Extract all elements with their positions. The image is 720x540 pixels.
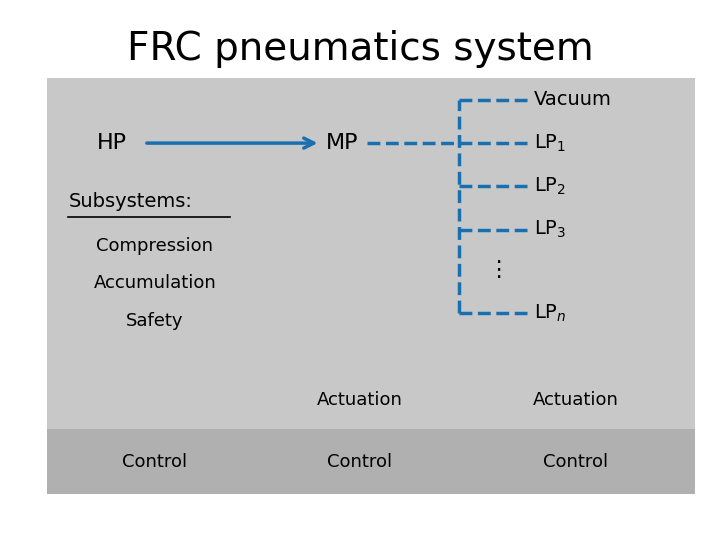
Text: Compression: Compression xyxy=(96,237,213,255)
Text: LP$_n$: LP$_n$ xyxy=(534,302,567,324)
Text: Subsystems:: Subsystems: xyxy=(68,192,192,211)
Text: LP$_1$: LP$_1$ xyxy=(534,132,567,154)
Text: FRC pneumatics system: FRC pneumatics system xyxy=(127,30,593,68)
Text: LP$_3$: LP$_3$ xyxy=(534,219,567,240)
Bar xyxy=(47,78,263,370)
Text: Vacuum: Vacuum xyxy=(534,90,612,110)
Text: ⋮: ⋮ xyxy=(487,260,509,280)
Text: Accumulation: Accumulation xyxy=(94,274,216,293)
Bar xyxy=(47,370,695,429)
Text: Safety: Safety xyxy=(126,312,184,330)
Text: HP: HP xyxy=(96,133,127,153)
Text: MP: MP xyxy=(325,133,359,153)
Text: LP$_2$: LP$_2$ xyxy=(534,176,567,197)
Text: Actuation: Actuation xyxy=(533,390,619,409)
Text: Control: Control xyxy=(328,453,392,471)
Text: Control: Control xyxy=(544,453,608,471)
Bar xyxy=(263,78,457,370)
Text: Actuation: Actuation xyxy=(317,390,403,409)
Bar xyxy=(457,78,695,370)
Bar xyxy=(47,429,695,494)
Text: Control: Control xyxy=(122,453,187,471)
